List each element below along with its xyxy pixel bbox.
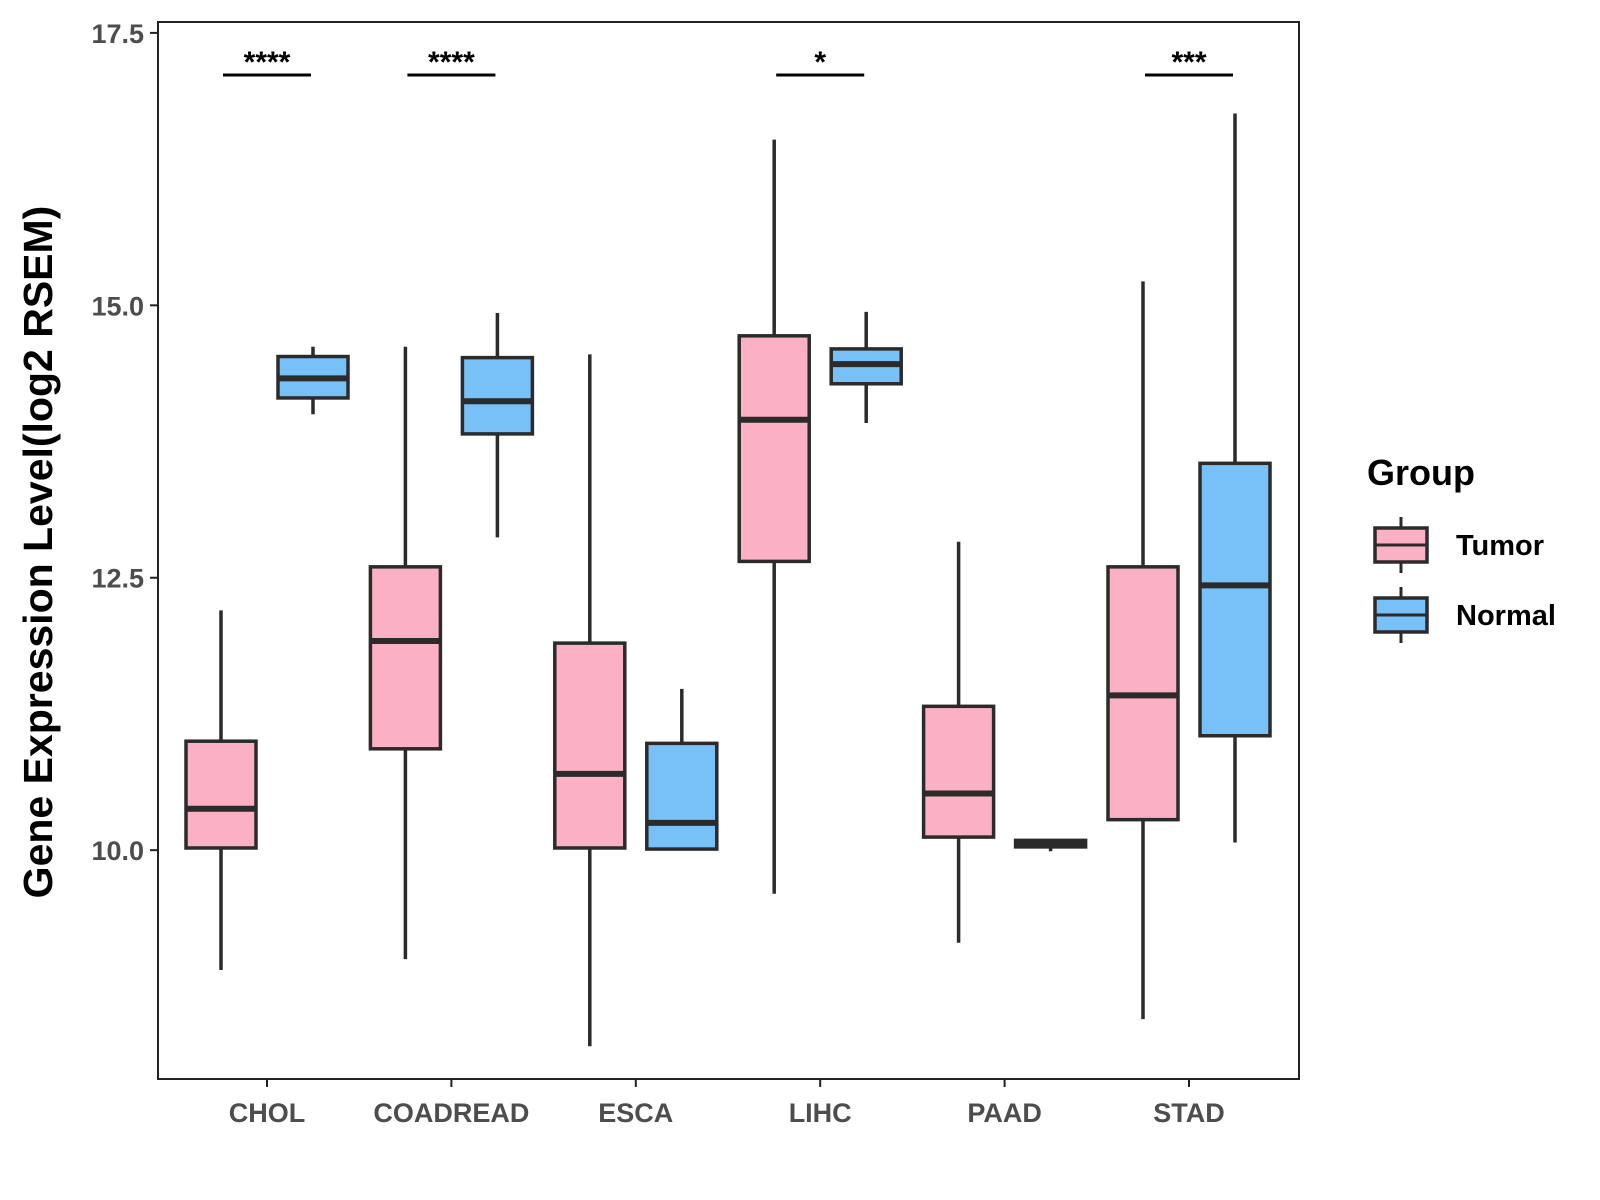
box-tumor-esca	[553, 354, 627, 1047]
x-tick-label: CHOL	[229, 1098, 306, 1128]
box-normal-chol	[276, 346, 350, 415]
boxes-layer	[184, 113, 1272, 1047]
box-iqr	[553, 641, 627, 850]
x-tick-label: COADREAD	[373, 1098, 529, 1128]
box-iqr	[460, 355, 535, 436]
box-iqr	[645, 741, 719, 851]
x-tick-label: ESCA	[598, 1098, 673, 1128]
y-axis-title: Gene Expression Level(log2 RSEM)	[15, 206, 61, 899]
box-normal-paad	[1013, 838, 1088, 852]
x-axis: CHOL COADREAD ESCA LIHC PAAD STAD	[229, 1079, 1225, 1128]
plot-panel-border	[157, 21, 1300, 1080]
box-normal-coadread	[460, 312, 535, 538]
x-tick-label: STAD	[1153, 1098, 1225, 1128]
legend-title: Group	[1367, 452, 1475, 493]
legend-label-normal: Normal	[1456, 600, 1556, 632]
box-iqr	[921, 704, 996, 839]
y-tick-label: 17.5	[91, 19, 144, 49]
significance-label: *	[814, 46, 826, 79]
box-tumor-coadread	[368, 346, 443, 960]
y-axis: 10.0 12.5 15.0 17.5	[91, 19, 158, 866]
x-tick-label: PAAD	[967, 1098, 1042, 1128]
box-normal-esca	[645, 688, 719, 851]
box-normal-lihc	[829, 311, 903, 424]
legend-label-tumor: Tumor	[1456, 530, 1544, 562]
box-normal-stad	[1198, 113, 1272, 843]
x-tick-label: LIHC	[789, 1098, 852, 1128]
significance-layer: **** **** * ***	[223, 46, 1233, 79]
significance-label: ***	[1171, 46, 1206, 79]
box-iqr	[184, 739, 258, 850]
y-tick-label: 15.0	[91, 291, 144, 321]
box-tumor-stad	[1106, 281, 1180, 1020]
y-tick-label: 12.5	[91, 564, 144, 594]
significance-label: ****	[244, 46, 291, 79]
box-iqr	[1198, 461, 1272, 738]
box-iqr	[737, 334, 811, 564]
box-tumor-lihc	[737, 139, 811, 894]
legend: Group Tumor Normal	[1367, 452, 1556, 643]
significance-label: ****	[428, 46, 475, 79]
y-tick-label: 10.0	[91, 836, 144, 866]
box-tumor-chol	[184, 610, 258, 971]
box-iqr	[368, 565, 443, 751]
box-tumor-paad	[921, 541, 996, 943]
